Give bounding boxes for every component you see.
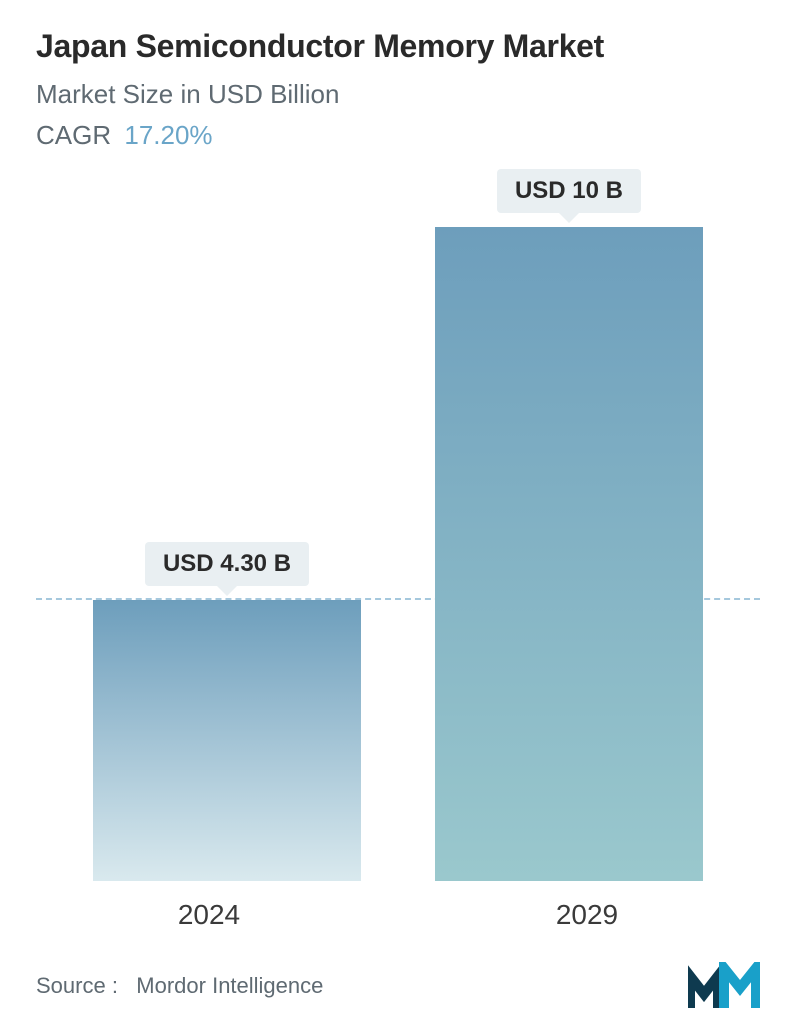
bar-value-label-wrap: USD 4.30 B bbox=[145, 542, 309, 586]
mordor-logo-icon bbox=[688, 962, 760, 1010]
page-root: Japan Semiconductor Memory Market Market… bbox=[0, 0, 796, 1034]
source-prefix: Source : bbox=[36, 973, 118, 998]
chart-subtitle: Market Size in USD Billion bbox=[36, 79, 760, 110]
bar-slot: USD 10 B bbox=[414, 169, 724, 881]
source-name: Mordor Intelligence bbox=[136, 973, 323, 998]
bars-container: USD 4.30 BUSD 10 B bbox=[36, 201, 760, 881]
footer: Source : Mordor Intelligence bbox=[36, 962, 760, 1010]
brand-logo bbox=[688, 962, 760, 1010]
bar-value-label-wrap: USD 10 B bbox=[497, 169, 641, 213]
bar bbox=[93, 600, 361, 881]
x-axis-tick: 2024 bbox=[54, 881, 364, 931]
chart-area: USD 4.30 B USD 10 B bbox=[36, 161, 760, 881]
source-text: Source : Mordor Intelligence bbox=[36, 973, 323, 999]
cagr-line: CAGR 17.20% bbox=[36, 120, 760, 151]
bar-label-pointer-icon bbox=[559, 213, 579, 223]
x-axis-tick: 2029 bbox=[432, 881, 742, 931]
cagr-value: 17.20% bbox=[124, 120, 212, 150]
chart-title: Japan Semiconductor Memory Market bbox=[36, 28, 760, 65]
x-axis: 2024 2029 bbox=[0, 881, 796, 931]
bar bbox=[435, 227, 703, 881]
bar-label-pointer-icon bbox=[217, 586, 237, 596]
bar-value-label: USD 10 B bbox=[497, 169, 641, 213]
bar-slot: USD 4.30 B bbox=[72, 542, 382, 881]
bar-value-label: USD 4.30 B bbox=[145, 542, 309, 586]
cagr-label: CAGR bbox=[36, 120, 111, 150]
